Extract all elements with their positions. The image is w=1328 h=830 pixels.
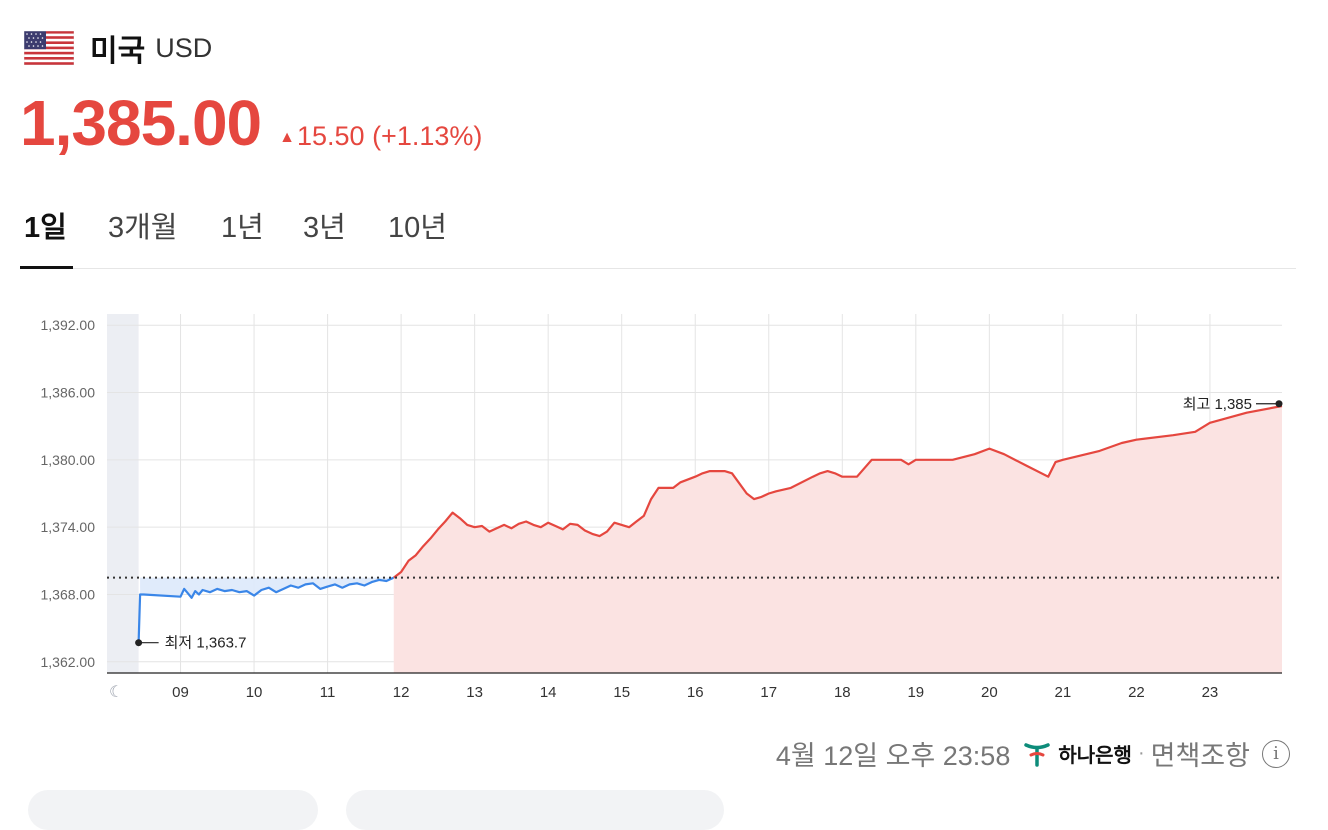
- x-tick-label: 19: [907, 684, 924, 701]
- currency-header: 미국 USD: [24, 28, 212, 68]
- y-tick-label: 1,374.00: [41, 519, 96, 535]
- country-name: 미국: [90, 35, 146, 68]
- price-row: 1,385.00 ▲15.50 (+1.13%): [20, 86, 482, 160]
- bank-name: 하나은행: [1058, 745, 1132, 767]
- tab-3-months[interactable]: 3개월: [108, 212, 178, 244]
- tab-1-year[interactable]: 1년: [221, 212, 264, 244]
- high-point-label: 최고 1,385: [1183, 396, 1252, 413]
- series-before-line: [137, 576, 395, 643]
- last-updated: 4월 12일 오후 23:58: [775, 741, 1011, 771]
- hana-bank-logo-icon: [1024, 742, 1051, 767]
- chart-footer: 4월 12일 오후 23:58 하나은행 · 면책조항 i: [776, 734, 1290, 773]
- y-tick-label: 1,362.00: [41, 654, 96, 670]
- x-tick-label: 23: [1202, 684, 1219, 701]
- y-tick-label: 1,368.00: [41, 586, 96, 602]
- x-tick-label: 14: [540, 684, 557, 701]
- x-tick-label: 13: [466, 684, 483, 701]
- x-tick-label: 18: [834, 684, 851, 701]
- bottom-card[interactable]: [28, 790, 318, 830]
- night-session-shade: [107, 314, 139, 673]
- disclaimer-link[interactable]: 면책조항: [1150, 741, 1250, 771]
- x-tick-label: 11: [320, 684, 336, 701]
- y-tick-label: 1,380.00: [41, 452, 96, 468]
- current-rate: 1,385.00: [20, 87, 262, 159]
- info-icon[interactable]: i: [1262, 739, 1290, 768]
- active-tab-indicator: [20, 266, 73, 269]
- tab-10-years[interactable]: 10년: [388, 212, 447, 244]
- x-tick-label: 20: [981, 684, 998, 701]
- us-flag-icon: [24, 31, 74, 65]
- low-point-label: 최저 1,363.7: [165, 635, 247, 652]
- x-tick-label: 15: [613, 684, 630, 701]
- x-tick-label: 09: [172, 684, 189, 701]
- change-percent: (+1.13%): [372, 121, 483, 151]
- tab-1-day[interactable]: 1일: [24, 212, 67, 244]
- exchange-rate-chart[interactable]: 1,362.00 1,368.00 1,374.00 1,380.00 1,386.00…: [0, 290, 1328, 710]
- change-amount: 15.50: [296, 121, 365, 151]
- y-tick-label: 1,392.00: [41, 317, 96, 333]
- bank-source: 하나은행: [1022, 739, 1132, 769]
- x-tick-label: 22: [1128, 684, 1145, 701]
- x-tick-label: 10: [246, 684, 263, 701]
- x-tick-label: 16: [687, 684, 704, 701]
- series-after-line: [393, 404, 1283, 579]
- x-tick-label: 21: [1055, 684, 1072, 701]
- x-tick-label: 17: [760, 684, 777, 701]
- series-after-fill: [393, 405, 1282, 673]
- y-tick-label: 1,386.00: [41, 385, 96, 401]
- period-tabs: 1일 3개월 1년 3년 10년: [20, 196, 1296, 269]
- up-triangle-icon: ▲: [279, 129, 295, 146]
- separator: ·: [1137, 742, 1145, 764]
- moon-icon: ☾: [109, 682, 123, 701]
- tab-3-years[interactable]: 3년: [303, 212, 346, 244]
- bottom-card[interactable]: [346, 790, 724, 830]
- currency-code: USD: [155, 32, 213, 63]
- rate-change: ▲15.50 (+1.13%): [279, 121, 482, 152]
- x-tick-label: 12: [393, 684, 410, 701]
